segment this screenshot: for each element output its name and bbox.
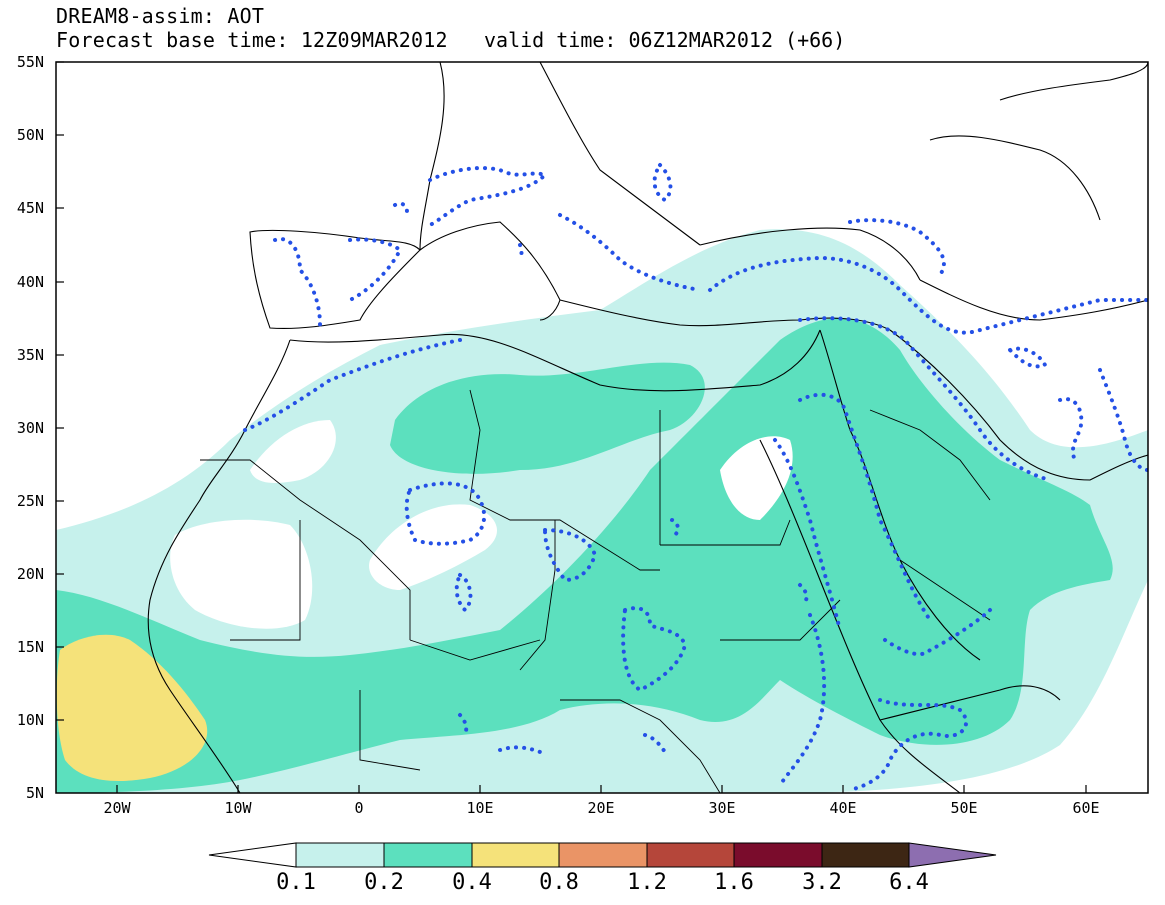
- colorbar-swatch-4: [558, 842, 648, 868]
- axis-ticks: [56, 61, 1087, 793]
- map-title: DREAM8-assim: AOT: [56, 4, 265, 28]
- lat-label-35n: 35N: [16, 346, 44, 364]
- lat-label-30n: 30N: [16, 419, 44, 437]
- legend-label-0-1: 0.1: [276, 870, 316, 895]
- legend-label-0-2: 0.2: [364, 870, 404, 895]
- colorbar-swatch-7: [821, 842, 910, 868]
- lat-label-5n: 5N: [25, 784, 44, 802]
- borders: [200, 389, 991, 793]
- valid-time: valid time: 06Z12MAR2012 (+66): [484, 28, 846, 52]
- dotted-contours: [243, 161, 1148, 792]
- lon-label-60e: 60E: [1072, 799, 1100, 817]
- lon-label-30e: 30E: [708, 799, 736, 817]
- colorbar: [208, 842, 997, 868]
- colorbar-swatch-2: [383, 842, 473, 868]
- colorbar-high-arrow: [908, 842, 997, 868]
- aot-hole-sahara-west: [170, 519, 313, 629]
- legend-label-1-2: 1.2: [627, 870, 667, 895]
- aot-band-0-4: [56, 634, 208, 781]
- lat-label-55n: 55N: [16, 53, 44, 71]
- aot-band-0-2-libya: [390, 362, 705, 474]
- aot-hole-morocco: [250, 420, 336, 483]
- lon-label-50e: 50E: [950, 799, 978, 817]
- lon-label-20w: 20W: [103, 799, 131, 817]
- legend-label-3-2: 3.2: [802, 870, 842, 895]
- coastlines: [147, 62, 1148, 793]
- aot-band-0-2: [56, 318, 1113, 793]
- legend-label-6-4: 6.4: [889, 870, 929, 895]
- legend-label-0-4: 0.4: [452, 870, 492, 895]
- lon-label-10w: 10W: [224, 799, 252, 817]
- legend-label-1-6: 1.6: [714, 870, 754, 895]
- colorbar-low-arrow: [208, 842, 297, 868]
- aot-hole-sahara-central: [369, 504, 497, 590]
- lat-label-15n: 15N: [16, 638, 44, 656]
- forecast-base-time: Forecast base time: 12Z09MAR2012: [56, 28, 448, 52]
- map-area: [56, 62, 1148, 793]
- lat-label-10n: 10N: [16, 711, 44, 729]
- lon-label-20e: 20E: [587, 799, 615, 817]
- lat-label-20n: 20N: [16, 565, 44, 583]
- aot-hole-egypt: [720, 436, 793, 520]
- lat-label-25n: 25N: [16, 492, 44, 510]
- lon-label-40e: 40E: [829, 799, 857, 817]
- colorbar-swatch-3: [471, 842, 560, 868]
- colorbar-swatch-6: [733, 842, 823, 868]
- lat-label-50n: 50N: [16, 126, 44, 144]
- lat-label-40n: 40N: [16, 273, 44, 291]
- lat-label-45n: 45N: [16, 199, 44, 217]
- legend-label-0-8: 0.8: [539, 870, 579, 895]
- lon-label-0: 0: [354, 799, 364, 817]
- colorbar-swatch-5: [646, 842, 735, 868]
- lon-label-10e: 10E: [466, 799, 494, 817]
- colorbar-swatch-1: [295, 842, 385, 868]
